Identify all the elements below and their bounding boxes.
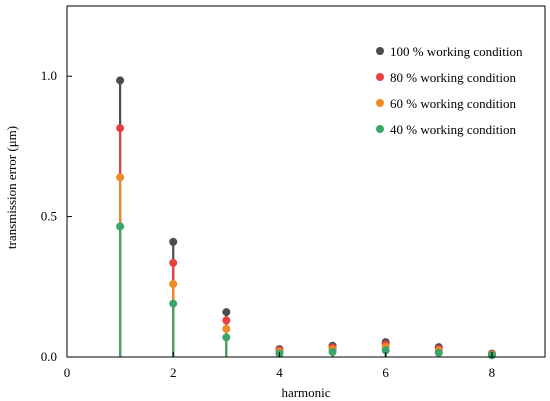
data-point bbox=[116, 173, 125, 182]
x-tick-label: 6 bbox=[382, 365, 389, 380]
data-point bbox=[222, 333, 231, 342]
data-point bbox=[169, 237, 178, 246]
data-point bbox=[381, 346, 390, 355]
data-point bbox=[222, 316, 231, 325]
x-tick-label: 8 bbox=[489, 365, 496, 380]
legend-marker bbox=[376, 73, 384, 81]
x-axis-ticks: 0 2 4 6 8 bbox=[64, 352, 495, 380]
data-point bbox=[169, 299, 178, 308]
y-axis-label: transmission error (μm) bbox=[4, 126, 19, 249]
legend-marker bbox=[376, 99, 384, 107]
y-tick-label: 1.0 bbox=[41, 68, 57, 83]
legend-label: 80 % working condition bbox=[390, 70, 517, 85]
data-point bbox=[222, 308, 231, 317]
data-point bbox=[434, 348, 443, 357]
plot-frame bbox=[66, 5, 546, 358]
y-axis-ticks: 0.0 0.5 1.0 bbox=[41, 68, 72, 364]
data-point bbox=[222, 324, 231, 333]
legend-label: 60 % working condition bbox=[390, 96, 517, 111]
y-tick-label: 0.5 bbox=[41, 209, 57, 224]
x-tick-label: 0 bbox=[64, 365, 71, 380]
data-point bbox=[169, 258, 178, 267]
x-axis-label: harmonic bbox=[281, 385, 330, 400]
legend-marker bbox=[376, 125, 384, 133]
data-points bbox=[116, 76, 496, 360]
x-tick-label: 4 bbox=[276, 365, 283, 380]
data-point bbox=[328, 347, 337, 356]
data-point bbox=[116, 124, 125, 133]
x-tick-label: 2 bbox=[170, 365, 177, 380]
legend-label: 40 % working condition bbox=[390, 122, 517, 137]
data-point bbox=[169, 279, 178, 288]
legend: 100 % working condition 80 % working cond… bbox=[376, 44, 523, 137]
data-point bbox=[116, 222, 125, 231]
legend-marker bbox=[376, 47, 384, 55]
data-point bbox=[116, 76, 125, 85]
y-tick-label: 0.0 bbox=[41, 349, 57, 364]
legend-label: 100 % working condition bbox=[390, 44, 523, 59]
